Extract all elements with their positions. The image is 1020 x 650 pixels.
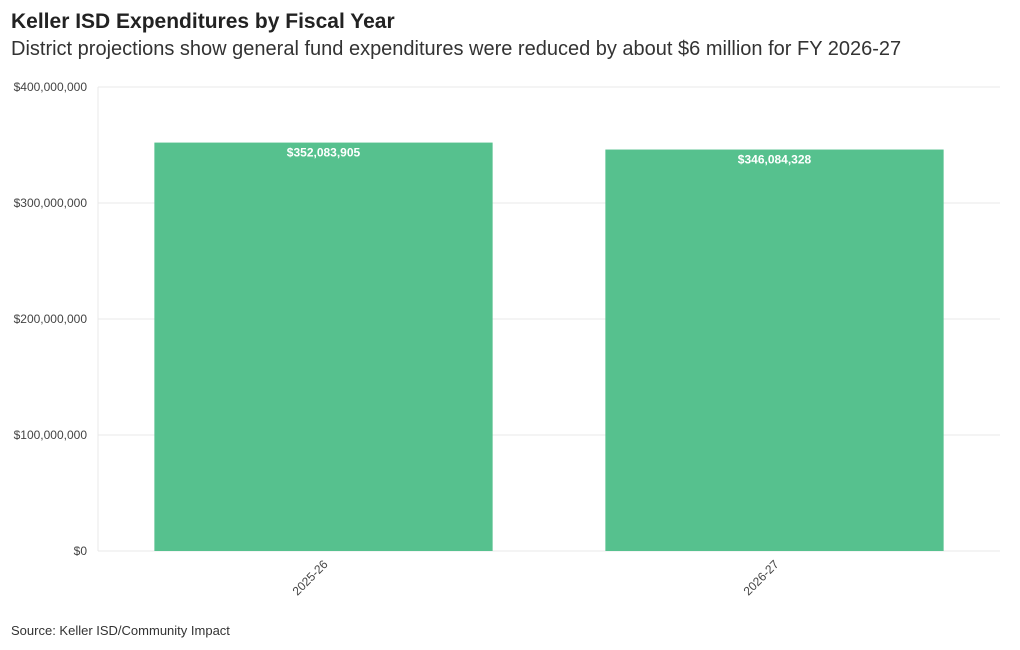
x-tick-label: 2026-27	[741, 557, 782, 598]
y-tick-label: $100,000,000	[14, 428, 88, 442]
y-tick-label: $300,000,000	[14, 196, 88, 210]
x-tick-label: 2025-26	[290, 557, 331, 598]
source-note: Source: Keller ISD/Community Impact	[11, 623, 230, 638]
y-tick-label: $400,000,000	[14, 80, 88, 94]
bar	[605, 149, 944, 551]
bar-value-label: $352,083,905	[287, 146, 361, 160]
bar	[154, 142, 493, 551]
chart-title: Keller ISD Expenditures by Fiscal Year	[11, 10, 395, 33]
bar-value-label: $346,084,328	[738, 153, 812, 167]
y-tick-label: $0	[74, 544, 88, 558]
bar-chart: $0 $100,000,000 $200,000,000 $300,000,000 $4…	[14, 80, 1000, 598]
chart-subtitle: District projections show general fund e…	[11, 38, 902, 60]
y-tick-label: $200,000,000	[14, 312, 88, 326]
